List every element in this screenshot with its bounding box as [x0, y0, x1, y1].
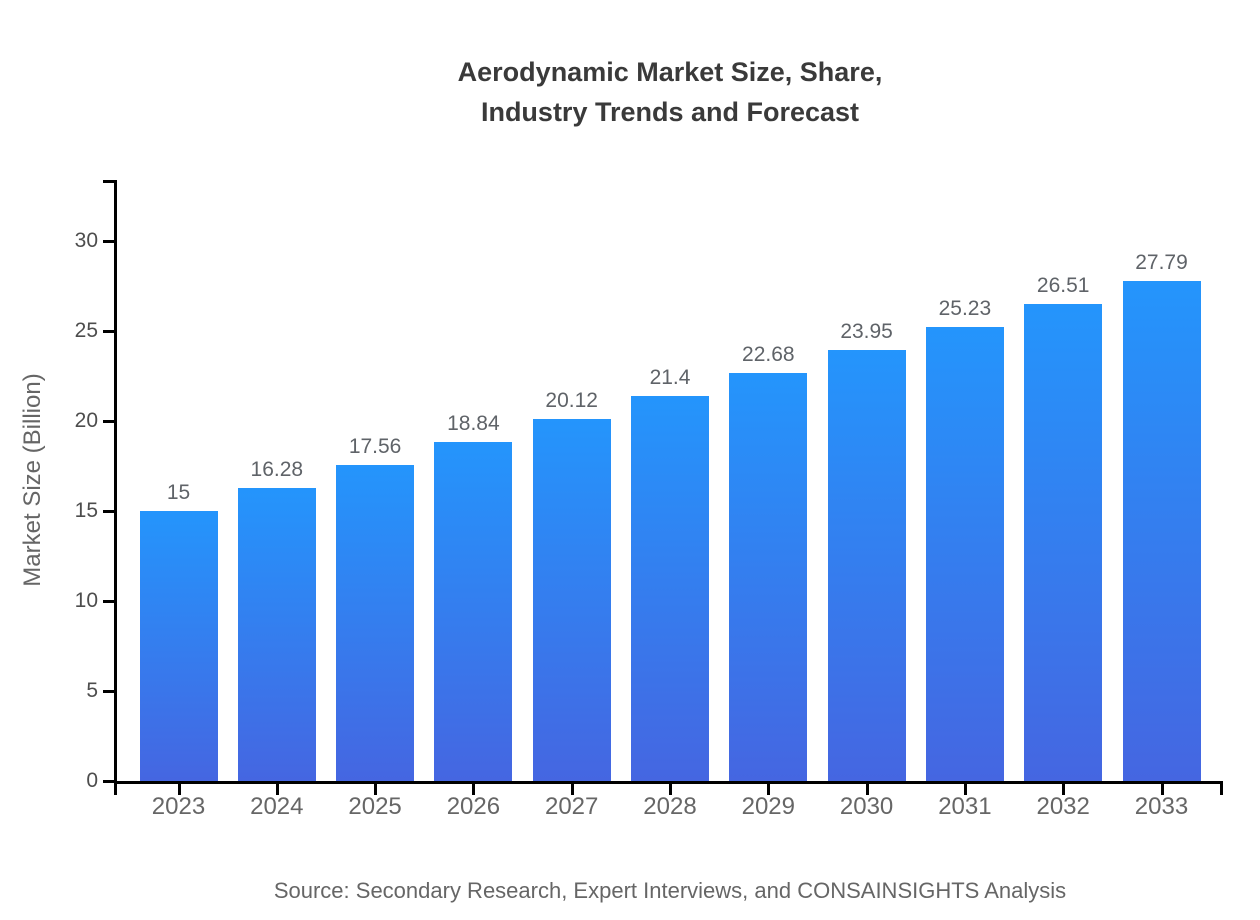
x-tick-label: 2030	[839, 793, 894, 820]
y-axis-line	[114, 180, 117, 795]
y-tick-label: 10	[74, 589, 98, 612]
y-tick-label: 5	[86, 679, 98, 702]
bar	[532, 419, 611, 781]
plot-area: 15 16.28 17.56 18.84 20.12 21.4 22.68 23.95 25.2…	[115, 180, 1222, 781]
x-tick-label: 2029	[741, 793, 795, 820]
y-tick	[103, 330, 114, 333]
x-tick	[472, 784, 476, 795]
y-tick	[103, 240, 114, 243]
bar	[336, 465, 415, 781]
x-tick	[1160, 784, 1164, 795]
x-tick	[865, 784, 869, 795]
y-tick-label: 25	[74, 319, 98, 342]
x-tick	[1062, 784, 1066, 795]
y-tick	[103, 690, 114, 693]
x-axis-line	[114, 781, 1223, 784]
x-tick-label: 2033	[1134, 793, 1189, 820]
x-tick-label: 2032	[1036, 793, 1090, 820]
x-tick	[963, 784, 967, 795]
x-tick-label: 2028	[643, 793, 697, 820]
bar-value-label: 27.79	[1135, 251, 1188, 274]
bar	[434, 442, 513, 781]
bar-value-label: 17.56	[348, 435, 402, 458]
x-tick	[374, 784, 378, 795]
bar	[925, 327, 1004, 781]
bar	[237, 488, 316, 781]
bar-value-label: 18.84	[447, 412, 500, 435]
y-tick-label: 20	[74, 409, 98, 432]
y-axis-end-cap	[103, 180, 114, 183]
bar-value-label: 23.95	[840, 320, 893, 343]
bar	[1024, 304, 1103, 781]
bar-value-label: 15	[166, 481, 191, 504]
x-tick-label: 2024	[250, 793, 304, 820]
bar-value-label: 16.28	[250, 458, 304, 481]
bar-value-label: 20.12	[545, 389, 598, 412]
y-tick	[103, 600, 114, 603]
x-tick-label: 2026	[446, 793, 501, 820]
y-tick-label: 0	[86, 769, 98, 792]
chart-title-line2: Industry Trends and Forecast	[480, 97, 860, 127]
bar	[729, 373, 808, 781]
x-tick	[669, 784, 672, 795]
bar	[139, 511, 218, 781]
y-tick-label: 30	[74, 229, 98, 252]
y-axis-title: Market Size (Billion)	[19, 373, 46, 587]
bar-value-label: 25.23	[938, 297, 992, 320]
bar	[1122, 281, 1201, 781]
source-note: Source: Secondary Research, Expert Inter…	[273, 878, 1067, 903]
x-tick	[767, 784, 771, 795]
bar-value-label: 22.68	[742, 343, 795, 366]
chart-title: Aerodynamic Market Size, Share, Industry…	[458, 52, 883, 132]
bar	[827, 350, 906, 781]
x-tick-label: 2023	[151, 793, 206, 820]
y-tick	[103, 780, 114, 783]
chart-title-line1: Aerodynamic Market Size, Share,	[457, 57, 883, 87]
x-tick	[570, 784, 574, 795]
bar-value-label: 26.51	[1036, 274, 1090, 297]
x-tick	[275, 784, 279, 795]
x-tick	[177, 784, 181, 795]
x-axis-end-cap	[1220, 784, 1223, 795]
x-tick-label: 2027	[544, 793, 599, 820]
bar-value-label: 21.4	[649, 366, 691, 389]
x-tick-label: 2025	[348, 793, 402, 820]
bar	[631, 396, 709, 781]
y-tick	[103, 420, 114, 423]
y-tick-label: 15	[74, 499, 98, 522]
x-tick-label: 2031	[938, 793, 992, 820]
y-tick	[103, 510, 114, 513]
